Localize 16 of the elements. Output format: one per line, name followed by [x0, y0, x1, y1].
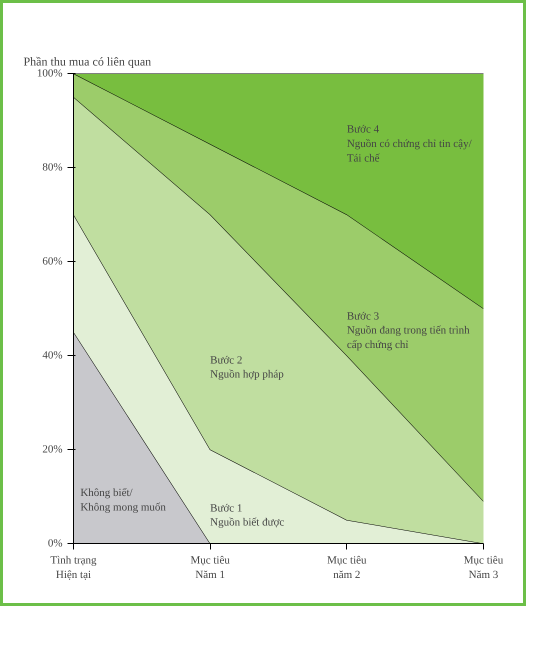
y-tick-label: 40%	[42, 350, 63, 362]
x-tick-label: Tình trạng Hiện tại	[50, 554, 98, 581]
x-tick-label: Mục tiêu năm 2	[327, 554, 368, 581]
x-tick-label: Mục tiêu Năm 3	[464, 554, 504, 581]
y-tick-label: 20%	[42, 444, 63, 456]
series-label: Bước 2 Nguồn hợp pháp	[210, 354, 284, 381]
y-tick-label: 100%	[36, 68, 63, 80]
y-axis-title: Phần thu mua có liên quan	[24, 54, 152, 68]
x-tick-label: Mục tiêu Năm 1	[190, 554, 230, 581]
series-label: Bước 3 Nguồn đang trong tiến trình cấp chứng chỉ	[346, 310, 470, 352]
y-tick-label: 60%	[42, 256, 63, 268]
series-label: Bước 1 Nguồn biết được	[210, 502, 284, 529]
y-tick-label: 0%	[48, 538, 63, 550]
series-label: Bước 4 Nguồn có chứng chỉ tin cậy/ Tái chế	[346, 124, 473, 164]
series-label: Không biết/ Không mong muốn	[80, 486, 166, 514]
y-tick-label: 80%	[42, 162, 63, 174]
